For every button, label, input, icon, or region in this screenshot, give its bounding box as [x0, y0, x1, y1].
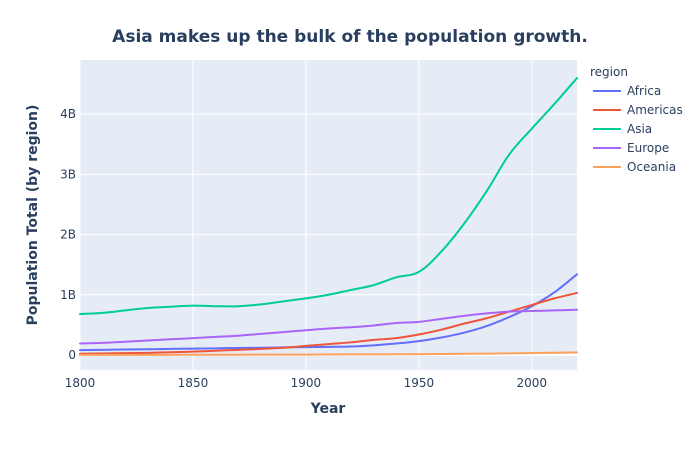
legend-label-africa: Africa: [627, 84, 661, 98]
legend-item-asia[interactable]: Asia: [593, 122, 652, 136]
legend-label-europe: Europe: [627, 141, 669, 155]
legend-item-europe[interactable]: Europe: [593, 141, 669, 155]
plot-area: [80, 60, 577, 370]
y-tick-label: 1B: [60, 288, 76, 302]
chart-title: Asia makes up the bulk of the population…: [112, 27, 588, 47]
legend-item-americas[interactable]: Americas: [593, 103, 683, 117]
series-line-americas: [79, 291, 578, 355]
x-tick-label: 1800: [65, 376, 96, 390]
legend-item-oceania[interactable]: Oceania: [593, 160, 676, 174]
legend[interactable]: region Africa Americas Asia Europe Oceania: [590, 65, 683, 174]
series-line-africa: [79, 273, 578, 352]
series-line-asia: [79, 77, 578, 316]
series-lines: [79, 77, 578, 356]
x-tick-label: 1850: [178, 376, 209, 390]
legend-item-africa[interactable]: Africa: [593, 84, 661, 98]
x-tick-label: 1900: [291, 376, 322, 390]
y-tick-label: 3B: [60, 167, 76, 181]
x-tick-label: 2000: [517, 376, 548, 390]
legend-label-oceania: Oceania: [627, 160, 676, 174]
series-line-europe: [79, 308, 578, 345]
legend-label-americas: Americas: [627, 103, 683, 117]
legend-label-asia: Asia: [627, 122, 652, 136]
legend-title: region: [590, 65, 628, 79]
y-axis-title: Population Total (by region): [25, 105, 41, 326]
x-axis-title: Year: [310, 401, 346, 417]
tick-labels: 1800 1850 1900 1950 2000 0 1B 2B 3B 4B: [60, 107, 547, 390]
y-tick-label: 0: [68, 348, 76, 362]
series-line-oceania: [79, 351, 578, 356]
y-tick-label: 4B: [60, 107, 76, 121]
x-tick-label: 1950: [404, 376, 435, 390]
y-tick-label: 2B: [60, 228, 76, 242]
